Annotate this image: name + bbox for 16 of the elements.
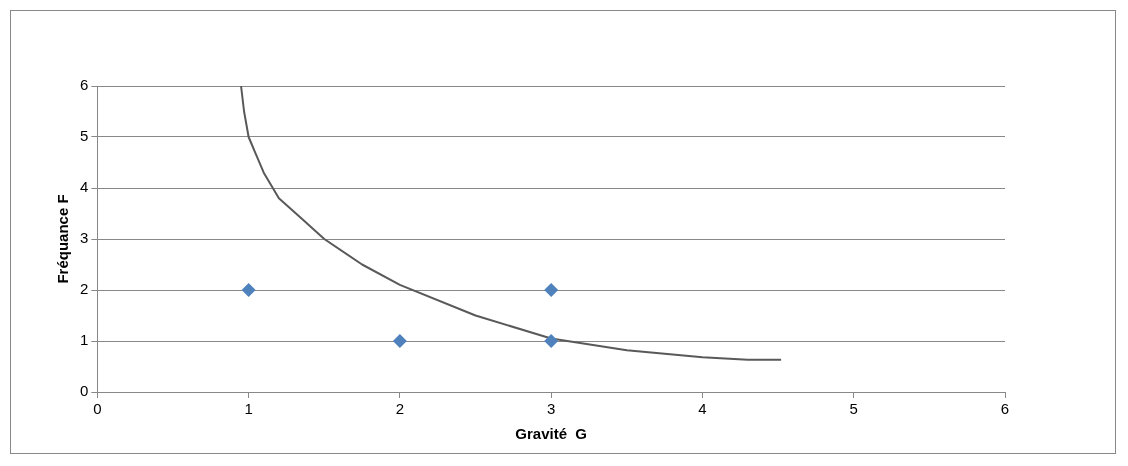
x-tick-label: 3 (547, 400, 556, 418)
x-tick-label: 6 (1000, 400, 1010, 418)
y-tick-label: 1 (80, 331, 89, 349)
y-tick-label: 4 (80, 178, 89, 196)
x-tick-label: 1 (244, 400, 253, 418)
y-tick-label: 0 (80, 382, 89, 400)
y-tick-label: 5 (80, 127, 89, 145)
x-axis-title: Gravité G (515, 425, 588, 443)
y-tick-label: 3 (80, 229, 89, 247)
x-tick-label: 5 (849, 400, 858, 418)
x-tick-label: 0 (93, 400, 102, 418)
y-tick-label: 6 (80, 76, 89, 94)
x-tick-label: 2 (395, 400, 405, 418)
y-axis-title: Fréquance F (54, 194, 72, 284)
x-tick-label: 4 (698, 400, 707, 418)
y-tick-label: 2 (80, 280, 89, 298)
